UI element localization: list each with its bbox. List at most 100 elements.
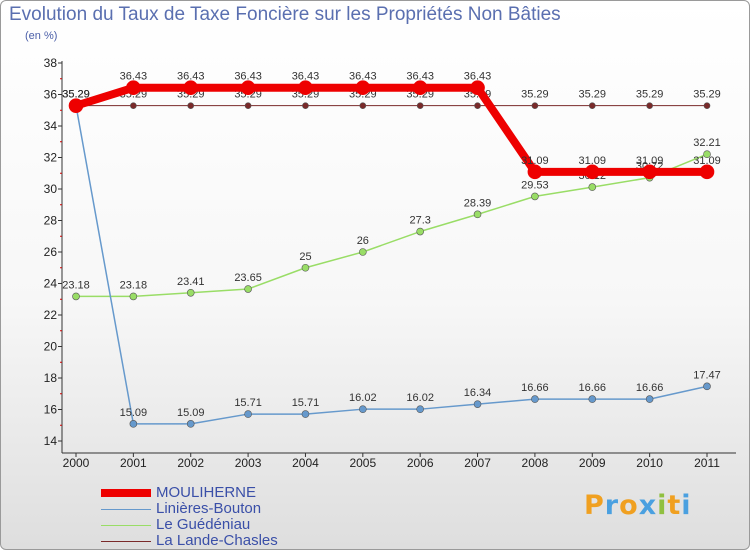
data-label-le-gu-d-niau: 23.65 <box>234 272 262 284</box>
data-point-la-lande-chasles <box>416 102 424 109</box>
y-axis-unit: (en %) <box>25 30 58 42</box>
legend-item-la-lande-chasles: La Lande-Chasles <box>101 532 361 549</box>
x-tick-label: 2005 <box>349 456 376 470</box>
x-tick-label: 2007 <box>464 456 491 470</box>
legend-item-mouliherne: MOULIHERNE <box>101 484 361 501</box>
data-point-la-lande-chasles <box>187 102 195 109</box>
data-label-lini-res-bouton: 16.02 <box>349 392 377 404</box>
data-point-mouliherne <box>126 80 141 96</box>
data-label-le-gu-d-niau: 23.18 <box>62 279 90 291</box>
data-label-mouliherne: 36.43 <box>406 71 434 83</box>
data-point-le-gu-d-niau <box>301 263 310 272</box>
data-label-mouliherne: 36.43 <box>464 71 492 83</box>
data-label-lini-res-bouton: 16.02 <box>406 392 434 404</box>
data-point-le-gu-d-niau <box>186 288 195 297</box>
data-point-la-lande-chasles <box>474 102 481 109</box>
data-label-le-gu-d-niau: 26 <box>357 235 369 247</box>
data-point-le-gu-d-niau <box>473 210 482 219</box>
data-label-le-gu-d-niau: 27.3 <box>409 215 430 227</box>
logo-letter: i <box>657 490 668 521</box>
data-point-mouliherne <box>584 164 600 180</box>
data-label-mouliherne: 36.43 <box>349 71 377 83</box>
data-label-lini-res-bouton: 15.71 <box>234 397 262 409</box>
data-point-lini-res-bouton <box>244 410 252 418</box>
legend-swatch-le-guedeniau <box>101 525 151 526</box>
data-label-mouliherne: 36.43 <box>120 71 148 83</box>
data-label-lini-res-bouton: 35.29 <box>62 89 90 101</box>
y-tick-label: 16 <box>44 403 58 417</box>
data-point-la-lande-chasles <box>646 102 653 109</box>
data-point-le-gu-d-niau <box>588 183 597 191</box>
data-point-lini-res-bouton <box>186 420 195 428</box>
data-point-lini-res-bouton <box>416 405 424 413</box>
series-line-lini-res-bouton <box>75 105 708 425</box>
data-label-lini-res-bouton: 15.71 <box>292 397 320 409</box>
legend-label-linieres-bouton: Linières-Bouton <box>156 500 262 517</box>
x-tick-label: 2010 <box>636 456 663 470</box>
data-point-lini-res-bouton <box>645 395 654 403</box>
data-point-le-gu-d-niau <box>72 292 80 301</box>
data-point-le-gu-d-niau <box>129 292 138 301</box>
y-tick-label: 36 <box>44 88 58 102</box>
logo-letter: P <box>584 490 605 521</box>
legend-label-la-lande-chasles: La Lande-Chasles <box>156 532 278 549</box>
data-point-le-gu-d-niau <box>703 150 711 158</box>
data-point-mouliherne <box>183 80 199 96</box>
logo-letter: i <box>681 490 692 521</box>
data-point-la-lande-chasles <box>359 102 367 109</box>
data-label-le-gu-d-niau: 23.41 <box>177 276 205 288</box>
y-tick-label: 26 <box>44 245 58 259</box>
data-label-la-lande-chasles: 35.29 <box>579 89 607 101</box>
legend-swatch-linieres-bouton <box>101 509 151 510</box>
y-tick-label: 22 <box>44 308 58 322</box>
data-point-la-lande-chasles <box>703 102 711 109</box>
data-point-mouliherne <box>68 98 84 113</box>
y-tick-label: 34 <box>44 119 58 133</box>
data-label-mouliherne: 31.09 <box>636 155 664 167</box>
legend-swatch-la-lande-chasles <box>101 541 151 542</box>
x-tick-label: 2000 <box>63 456 90 470</box>
data-point-mouliherne <box>527 164 543 180</box>
data-point-le-gu-d-niau <box>416 227 424 236</box>
data-label-mouliherne: 31.09 <box>521 155 549 167</box>
data-label-mouliherne: 31.09 <box>693 155 721 167</box>
data-label-la-lande-chasles: 35.29 <box>693 89 721 101</box>
data-label-lini-res-bouton: 16.66 <box>579 382 607 394</box>
logo-letter: x <box>638 490 658 521</box>
legend-label-le-guedeniau: Le Guédéniau <box>156 516 251 533</box>
x-tick-label: 2003 <box>235 456 262 470</box>
proxiti-logo: Proxiti <box>584 490 692 521</box>
data-point-lini-res-bouton <box>129 420 138 428</box>
y-tick-label: 38 <box>44 56 58 70</box>
logo-letter: o <box>619 490 639 521</box>
y-tick-label: 32 <box>44 151 58 165</box>
data-label-la-lande-chasles: 35.29 <box>636 89 664 101</box>
data-point-mouliherne <box>412 80 428 96</box>
data-point-la-lande-chasles <box>130 102 137 109</box>
data-point-mouliherne <box>642 164 657 180</box>
series-line-le-gu-d-niau <box>76 153 708 298</box>
x-tick-label: 2006 <box>407 456 434 470</box>
data-point-le-gu-d-niau <box>531 192 539 201</box>
data-label-la-lande-chasles: 35.29 <box>62 89 90 101</box>
y-tick-label: 30 <box>44 182 58 196</box>
data-point-la-lande-chasles <box>244 102 252 109</box>
data-point-lini-res-bouton <box>531 395 539 403</box>
data-point-lini-res-bouton <box>588 395 597 403</box>
data-label-mouliherne: 36.43 <box>234 71 262 83</box>
data-point-la-lande-chasles <box>588 102 596 109</box>
legend-swatch-mouliherne <box>101 489 151 497</box>
data-point-le-gu-d-niau <box>244 285 252 293</box>
logo-letter: t <box>667 490 682 521</box>
data-label-lini-res-bouton: 15.09 <box>120 407 148 419</box>
y-tick-label: 14 <box>44 434 58 448</box>
x-tick-label: 2011 <box>694 456 720 470</box>
data-label-lini-res-bouton: 16.34 <box>464 387 492 399</box>
data-label-mouliherne: 36.43 <box>177 71 205 83</box>
data-label-la-lande-chasles: 35.29 <box>521 89 549 101</box>
data-point-mouliherne <box>298 80 313 96</box>
data-point-mouliherne <box>240 80 256 96</box>
data-label-mouliherne: 36.43 <box>292 71 320 83</box>
data-label-lini-res-bouton: 16.66 <box>636 382 664 394</box>
